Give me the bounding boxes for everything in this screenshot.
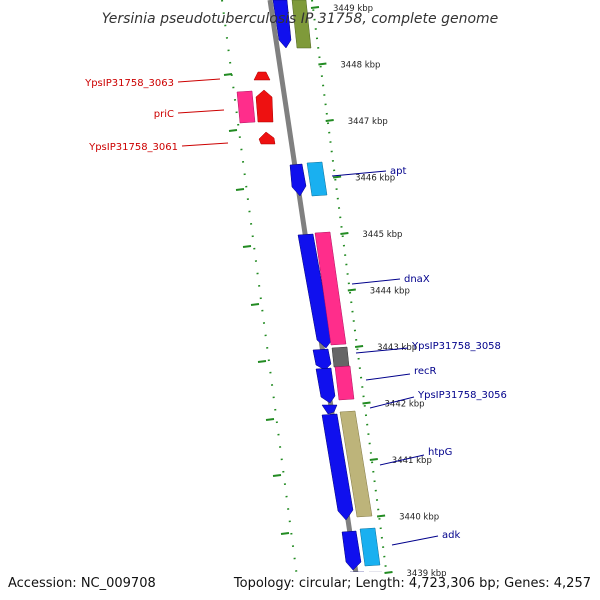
kbp-major-tick [376, 514, 386, 518]
gene-arrow-priC[interactable] [255, 89, 274, 123]
kbp-position-label: 3449 kbp [333, 4, 373, 14]
kbp-major-tick [384, 571, 393, 574]
inner-major-tick [257, 360, 267, 363]
gene-arrow-adk[interactable] [341, 530, 362, 571]
kbp-position-label: 3441 kbp [392, 456, 432, 466]
kbp-position-label: 3444 kbp [370, 287, 410, 297]
inner-ruler-major-ticks [223, 73, 290, 535]
gene-label-adk[interactable]: adk [442, 530, 460, 541]
gene-arrow-YpsIP31758_3056[interactable] [321, 404, 338, 415]
gene-arrow-recR[interactable] [315, 367, 336, 404]
gene-arrow-htpG[interactable] [321, 413, 354, 521]
kbp-major-tick [310, 6, 320, 9]
kbp-major-tick [340, 232, 349, 235]
kbp-position-label: 3445 kbp [362, 230, 402, 240]
kbp-position-label: 3446 kbp [355, 174, 395, 184]
gene-label-htpG[interactable]: htpG [428, 447, 452, 458]
cog-box-priC [236, 90, 256, 124]
inner-major-tick [272, 474, 282, 477]
genome-summary-label: Topology: circular; Length: 4,723,306 bp… [233, 576, 591, 591]
inner-tick-ruler [221, 0, 298, 572]
kbp-major-tick [347, 288, 356, 292]
inner-major-tick [242, 245, 252, 248]
gene-label-YpsIP31758_3056[interactable]: YpsIP31758_3056 [417, 390, 507, 401]
leader-line [331, 170, 387, 177]
cog-box-adk [359, 527, 381, 567]
inner-major-tick [280, 532, 290, 535]
leader-line [177, 109, 225, 114]
gene-label-dnaX[interactable]: dnaX [404, 274, 430, 285]
kbp-major-tick [318, 62, 327, 66]
leader-line [365, 373, 411, 381]
gene-arrow-apt[interactable] [289, 163, 307, 197]
cog-box-dnaX [314, 231, 347, 346]
leader-line [351, 278, 401, 285]
leader-line [369, 396, 415, 409]
gene-label-YpsIP31758_3058[interactable]: YpsIP31758_3058 [411, 341, 501, 352]
cog-box-recR [334, 365, 355, 401]
kbp-position-label: 3448 kbp [340, 61, 380, 71]
gene-arrow-YpsIP31758_3058[interactable] [312, 348, 332, 371]
inner-major-tick [228, 129, 238, 132]
inner-major-tick [265, 418, 275, 421]
inner-major-tick [250, 303, 260, 306]
kbp-position-labels: 3449 kbp 3448 kbp 3447 kbp 3446 kbp 3445 kbp… [310, 4, 447, 579]
kbp-major-tick [362, 401, 371, 405]
outer-tick-ruler [311, 0, 388, 572]
kbp-major-tick [325, 119, 334, 122]
gene-label-recR[interactable]: recR [414, 366, 437, 377]
kbp-position-label: 3439 kbp [407, 569, 447, 579]
gene-arrow-top-partial [272, 0, 292, 49]
kbp-position-label: 3443 kbp [377, 343, 417, 353]
gene-arrow-YpsIP31758_3061[interactable] [258, 131, 276, 145]
gene-label-YpsIP31758_3061[interactable]: YpsIP31758_3061 [88, 142, 178, 153]
gene-label-priC[interactable]: priC [154, 109, 174, 120]
accession-label: Accession: NC_009708 [8, 576, 156, 591]
kbp-major-tick [354, 345, 364, 348]
leader-line [379, 454, 425, 466]
leader-line [391, 535, 439, 546]
kbp-position-label: 3440 kbp [399, 513, 439, 523]
cog-box-top-partial [291, 0, 312, 49]
cog-box-YpsIP31758_3058 [331, 346, 350, 368]
map-title: Yersinia pseudotuberculosis IP 31758, co… [102, 11, 499, 27]
kbp-major-tick [369, 458, 378, 461]
leader-line [355, 347, 409, 354]
cog-box-htpG [339, 410, 373, 518]
gene-arrow-YpsIP31758_3063[interactable] [253, 71, 271, 81]
leader-line [181, 142, 229, 147]
gene-arrow-dnaX[interactable] [297, 233, 333, 349]
map-content [221, 0, 388, 572]
inner-major-tick [235, 188, 245, 191]
reverse-gene-labels: YpsIP31758_3063 priC YpsIP31758_3061 [84, 78, 229, 153]
gene-label-YpsIP31758_3063[interactable]: YpsIP31758_3063 [84, 78, 174, 89]
forward-gene-labels: apt dnaX YpsIP31758_3058 recR YpsIP31758… [331, 166, 507, 546]
inner-major-tick [223, 73, 233, 76]
gene-label-apt[interactable]: apt [390, 166, 406, 177]
kbp-position-label: 3442 kbp [385, 400, 425, 410]
kbp-position-label: 3447 kbp [348, 117, 388, 127]
cog-box-apt [306, 161, 328, 197]
kbp-major-tick [332, 175, 342, 179]
leader-line [177, 78, 221, 83]
